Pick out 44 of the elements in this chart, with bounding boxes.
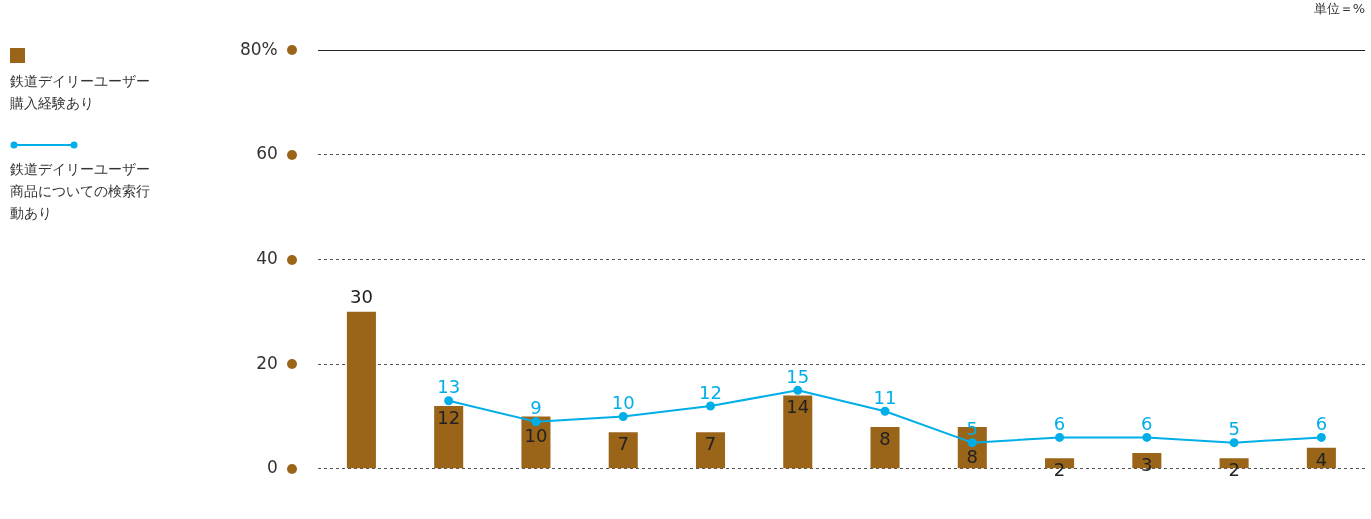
point <box>967 438 977 448</box>
data-label: 8 <box>966 446 979 468</box>
data-label: 7 <box>704 432 717 454</box>
y-tick-label: 0 <box>266 457 278 478</box>
bar <box>346 311 376 469</box>
legend-label: 鉄道デイリーユーザー商品についての検索行動あり <box>10 160 151 223</box>
point <box>618 411 628 421</box>
data-label: 13 <box>437 376 461 398</box>
y-tick-label: 20 <box>256 352 278 373</box>
data-label: 10 <box>524 425 548 447</box>
point <box>444 396 454 406</box>
legend-label: 鉄道デイリーユーザー購入経験あり <box>10 72 151 113</box>
data-label: 6 <box>1053 413 1066 435</box>
point <box>1316 432 1326 442</box>
point <box>793 385 803 395</box>
bar <box>608 432 638 469</box>
point <box>880 406 890 416</box>
bar <box>783 395 813 469</box>
y-tick-label: 40 <box>256 247 278 268</box>
bar <box>695 432 726 469</box>
data-label: 30 <box>349 286 373 308</box>
data-label: 11 <box>873 386 897 408</box>
point <box>705 401 715 411</box>
data-label: 6 <box>1141 413 1153 435</box>
y-tick-label: 60 <box>256 143 278 164</box>
data-label: 12 <box>437 406 461 428</box>
point <box>1055 432 1065 442</box>
point <box>1142 432 1152 442</box>
bar <box>434 406 464 469</box>
bar <box>870 426 900 469</box>
data-label: 4 <box>1315 448 1328 470</box>
data-label: 8 <box>879 427 891 449</box>
text: 単位＝% <box>1313 0 1365 18</box>
point <box>1229 438 1239 448</box>
data-label: 10 <box>611 392 635 414</box>
data-label: 5 <box>1228 418 1240 440</box>
y-tick-label: 80% <box>239 38 278 59</box>
data-label: 15 <box>786 365 810 387</box>
data-label: 9 <box>530 397 542 419</box>
point <box>531 417 541 427</box>
data-label: 6 <box>1315 413 1328 435</box>
data-label: 14 <box>786 396 810 418</box>
data-label: 12 <box>699 381 722 403</box>
data-label: 7 <box>617 432 629 454</box>
